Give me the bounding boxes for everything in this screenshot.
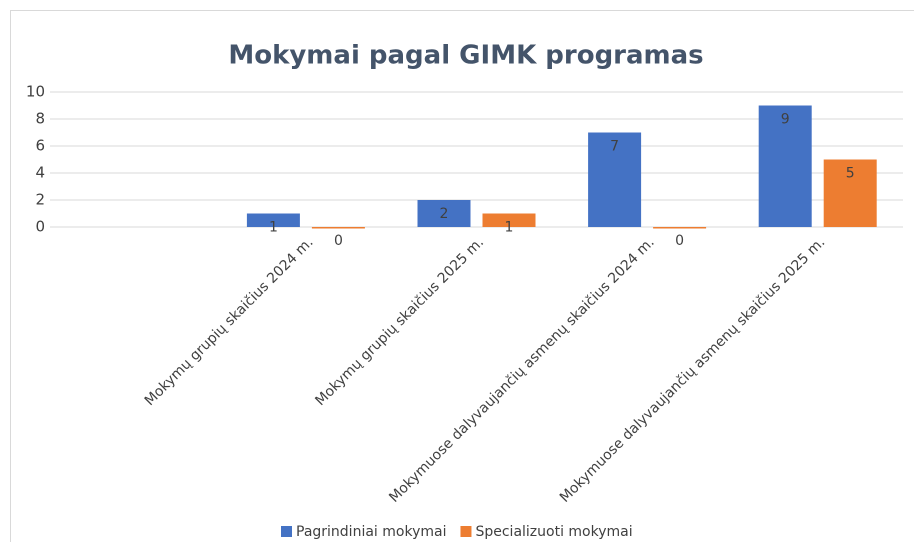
chart-frame (10, 10, 914, 542)
legend-label: Specializuoti mokymai (475, 524, 632, 540)
bar (482, 213, 536, 227)
y-tick-label: 10 (26, 83, 45, 101)
legend-swatch (460, 526, 472, 537)
bar (653, 227, 707, 229)
bar (246, 213, 300, 227)
bar (417, 200, 471, 227)
y-tick-label: 6 (35, 137, 45, 155)
data-label: 5 (846, 166, 855, 182)
bar (823, 159, 877, 227)
data-label: 2 (440, 206, 449, 222)
legend-label: Pagrindiniai mokymai (296, 524, 446, 540)
bar (311, 227, 365, 229)
y-tick-label: 2 (35, 191, 45, 209)
data-label: 0 (675, 233, 684, 249)
data-label: 1 (269, 220, 278, 236)
chart-title: Mokymai pagal GIMK programas (228, 41, 703, 71)
y-tick-label: 8 (35, 110, 45, 128)
data-label: 7 (610, 139, 619, 155)
data-label: 0 (334, 233, 343, 249)
y-tick-label: 0 (35, 218, 45, 236)
data-label: 9 (781, 112, 790, 128)
legend-swatch (281, 526, 292, 537)
data-label: 1 (505, 220, 514, 236)
y-tick-label: 4 (35, 164, 45, 182)
bar (758, 105, 812, 227)
bar (588, 132, 642, 227)
